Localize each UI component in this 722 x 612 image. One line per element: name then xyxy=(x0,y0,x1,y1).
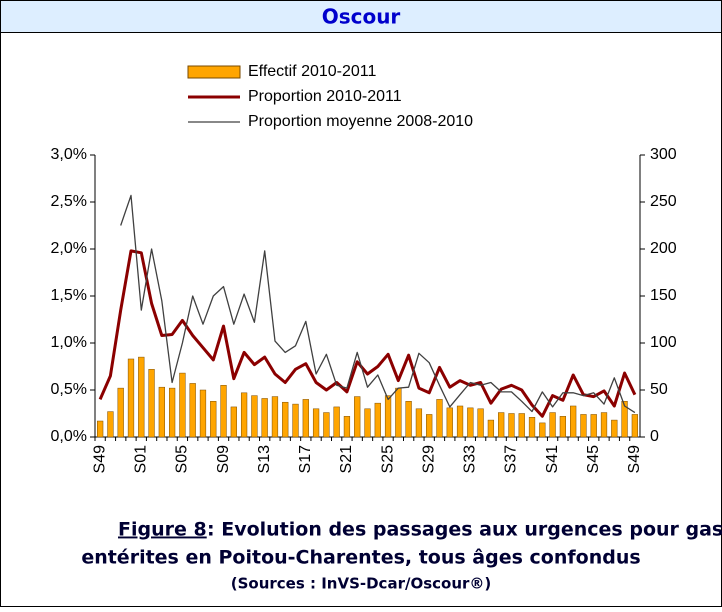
bar xyxy=(107,411,114,438)
bar xyxy=(210,401,217,438)
bar xyxy=(230,406,237,438)
x-tick-label: S17 xyxy=(297,445,314,474)
bar xyxy=(199,389,207,438)
bar xyxy=(559,416,567,438)
bar xyxy=(498,412,505,438)
bar xyxy=(282,401,289,438)
bar xyxy=(621,401,628,438)
figure-label: Figure 8 xyxy=(118,519,207,541)
y-tick-label: 2,5% xyxy=(51,193,87,210)
bar xyxy=(590,414,597,438)
bar xyxy=(611,419,618,438)
chart-title: Oscour xyxy=(322,5,401,29)
line xyxy=(98,249,637,418)
bar xyxy=(240,392,248,438)
y2-tick-label: 150 xyxy=(650,287,677,304)
x-tick-label: S33 xyxy=(462,445,479,474)
source: (Sources : InVS-Dcar/Oscour®) xyxy=(231,575,492,593)
bar xyxy=(168,387,176,438)
bar xyxy=(395,387,402,438)
bar xyxy=(312,408,320,438)
bar xyxy=(631,414,638,438)
y2-tick-label: 0 xyxy=(650,428,659,445)
bar xyxy=(158,386,165,438)
bar xyxy=(415,408,423,438)
legend-swatch xyxy=(187,65,241,79)
y-tick-label: 0,0% xyxy=(51,428,87,445)
bar xyxy=(220,385,227,438)
x-tick-label: S45 xyxy=(585,445,602,474)
bar xyxy=(456,405,464,438)
y2-tick-label: 100 xyxy=(650,334,677,351)
bar xyxy=(508,413,515,438)
y-tick-label: 1,0% xyxy=(51,334,87,351)
caption-line: entérites en Poitou-Charentes, tous âges… xyxy=(81,547,640,569)
caption-line: : Evolution des passages aux urgences po… xyxy=(207,519,722,541)
y2-tick-label: 50 xyxy=(650,381,668,398)
bar xyxy=(117,387,124,438)
legend-label: Effectif 2010-2011 xyxy=(248,63,376,80)
bar xyxy=(384,395,392,438)
bar xyxy=(426,414,433,438)
bar xyxy=(528,417,536,438)
legend-label: Proportion 2010-2011 xyxy=(248,88,402,105)
bar xyxy=(148,369,155,438)
bar xyxy=(549,412,556,438)
x-tick-label: S05 xyxy=(174,445,191,474)
y-tick-label: 2,0% xyxy=(51,240,87,257)
bar xyxy=(446,407,453,438)
x-tick-label: S41 xyxy=(544,445,561,474)
bar xyxy=(189,383,196,438)
bar xyxy=(323,412,330,438)
bar xyxy=(333,406,340,438)
x-tick-label: S49 xyxy=(626,445,643,474)
bar xyxy=(354,396,361,438)
bar xyxy=(518,413,525,438)
x-tick-label: S49 xyxy=(91,445,108,474)
bar xyxy=(97,420,104,438)
legend-label: Proportion moyenne 2008-2010 xyxy=(248,113,473,130)
y2-tick-label: 200 xyxy=(650,240,677,257)
bar xyxy=(251,395,258,438)
bar xyxy=(138,356,145,438)
x-tick-label: S13 xyxy=(256,445,273,474)
bar xyxy=(292,403,299,438)
bar xyxy=(436,399,443,438)
x-tick-label: S25 xyxy=(379,445,396,474)
bar xyxy=(271,396,279,438)
y-tick-label: 0,5% xyxy=(51,381,87,398)
y2-tick-label: 300 xyxy=(650,146,677,163)
y2-tick-label: 250 xyxy=(650,193,677,210)
bar xyxy=(539,422,546,438)
bar xyxy=(467,407,474,438)
y-tick-label: 1,5% xyxy=(51,287,87,304)
bar xyxy=(405,401,412,438)
bar xyxy=(477,408,484,438)
header xyxy=(0,0,722,33)
x-tick-label: S09 xyxy=(215,445,232,474)
x-tick-label: S29 xyxy=(420,445,437,474)
bar xyxy=(374,402,381,438)
bar xyxy=(343,416,351,438)
x-tick-label: S01 xyxy=(132,445,149,474)
line xyxy=(120,194,636,414)
bar xyxy=(570,405,577,438)
bar xyxy=(364,408,371,438)
bar xyxy=(179,372,186,438)
y-tick-label: 3,0% xyxy=(51,146,87,163)
bar xyxy=(600,412,608,438)
x-tick-label: S37 xyxy=(503,445,520,474)
bar xyxy=(127,358,135,438)
bar xyxy=(580,414,587,438)
bar xyxy=(261,398,268,438)
bar xyxy=(302,399,309,438)
bar xyxy=(487,419,495,438)
x-tick-label: S21 xyxy=(338,445,355,474)
